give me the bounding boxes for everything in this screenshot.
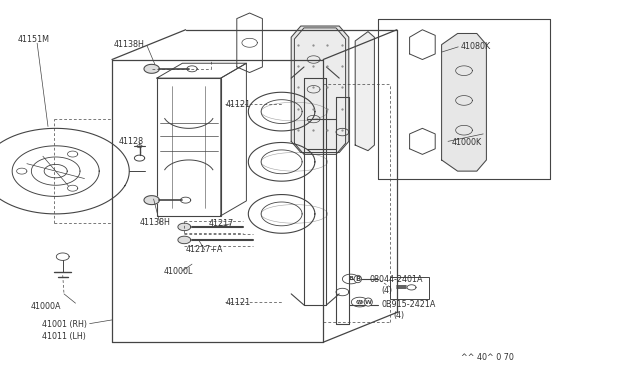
Text: 41001 (RH): 41001 (RH) — [42, 320, 86, 329]
Polygon shape — [355, 32, 374, 151]
Text: 41000A: 41000A — [31, 302, 61, 311]
Text: 41128: 41128 — [118, 137, 143, 146]
Bar — [390, 277, 429, 299]
Polygon shape — [442, 33, 486, 171]
Polygon shape — [144, 196, 159, 205]
Polygon shape — [291, 26, 349, 153]
Text: 41011 (LH): 41011 (LH) — [42, 332, 86, 341]
Text: ^^ 40^ 0 70: ^^ 40^ 0 70 — [461, 353, 514, 362]
Text: 41121: 41121 — [225, 100, 250, 109]
Text: 08044-2401A: 08044-2401A — [370, 275, 424, 284]
Polygon shape — [178, 223, 191, 231]
Polygon shape — [178, 236, 191, 244]
Text: 41080K: 41080K — [461, 42, 491, 51]
Text: 41151M: 41151M — [18, 35, 50, 44]
Text: W: W — [365, 299, 372, 305]
Text: 0B915-2421A: 0B915-2421A — [381, 300, 436, 309]
Text: 41000K: 41000K — [451, 138, 481, 147]
Bar — [157, 78, 221, 216]
Text: (4): (4) — [393, 311, 404, 320]
Text: W: W — [357, 299, 362, 305]
Text: 41138H: 41138H — [140, 218, 170, 227]
Polygon shape — [294, 28, 346, 154]
Text: 41217+A: 41217+A — [186, 245, 223, 254]
Polygon shape — [144, 64, 159, 73]
Text: 41121: 41121 — [225, 298, 250, 307]
Text: 41138H: 41138H — [114, 40, 145, 49]
Text: (4): (4) — [381, 286, 392, 295]
Text: 41217: 41217 — [209, 219, 234, 228]
Text: 41000L: 41000L — [163, 267, 193, 276]
Text: B: B — [348, 276, 353, 282]
Text: B: B — [355, 276, 360, 282]
